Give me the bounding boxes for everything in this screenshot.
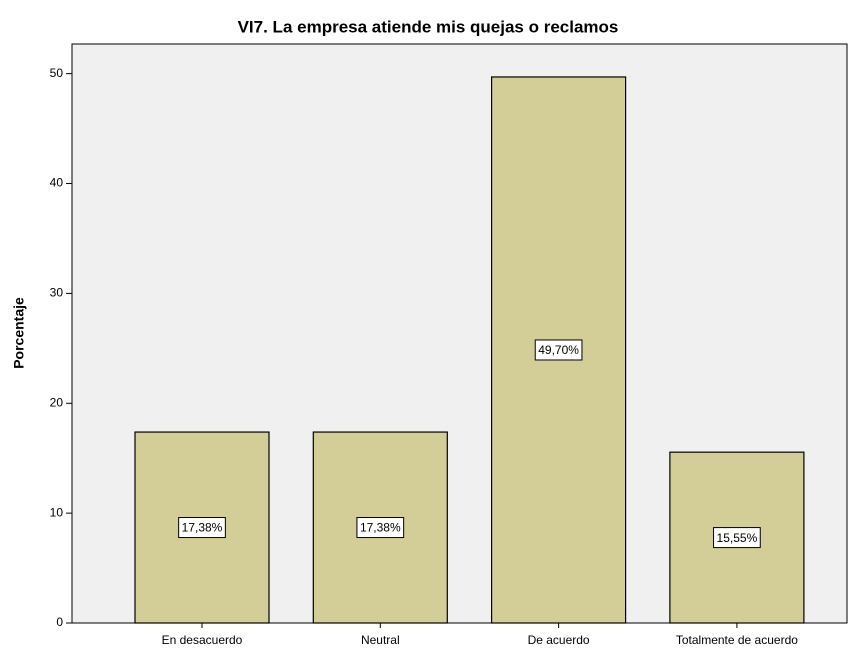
y-tick-label: 30 xyxy=(50,286,64,300)
value-label-box xyxy=(178,517,226,539)
value-label-box xyxy=(356,517,405,539)
value-label: 17,38% xyxy=(360,521,401,535)
value-label-box xyxy=(713,527,761,549)
y-tick-label: 0 xyxy=(56,615,63,629)
x-tick-label: Totalmente de acuerdo xyxy=(676,633,798,647)
x-tick-label: En desacuerdo xyxy=(162,633,243,647)
y-tick-label: 20 xyxy=(50,395,64,409)
y-tick-label: 10 xyxy=(50,505,64,519)
y-tick-label: 40 xyxy=(50,176,64,190)
value-label: 49,70% xyxy=(538,343,579,357)
value-label: 15,55% xyxy=(717,531,758,545)
x-tick-label: De acuerdo xyxy=(528,633,590,647)
value-label: 17,38% xyxy=(182,521,223,535)
x-tick-label: Neutral xyxy=(361,633,400,647)
chart-title: VI7. La empresa atiende mis quejas o rec… xyxy=(238,17,619,36)
value-label-box xyxy=(534,339,583,361)
y-tick-label: 50 xyxy=(50,66,64,80)
y-axis-label: Porcentaje xyxy=(11,297,27,369)
